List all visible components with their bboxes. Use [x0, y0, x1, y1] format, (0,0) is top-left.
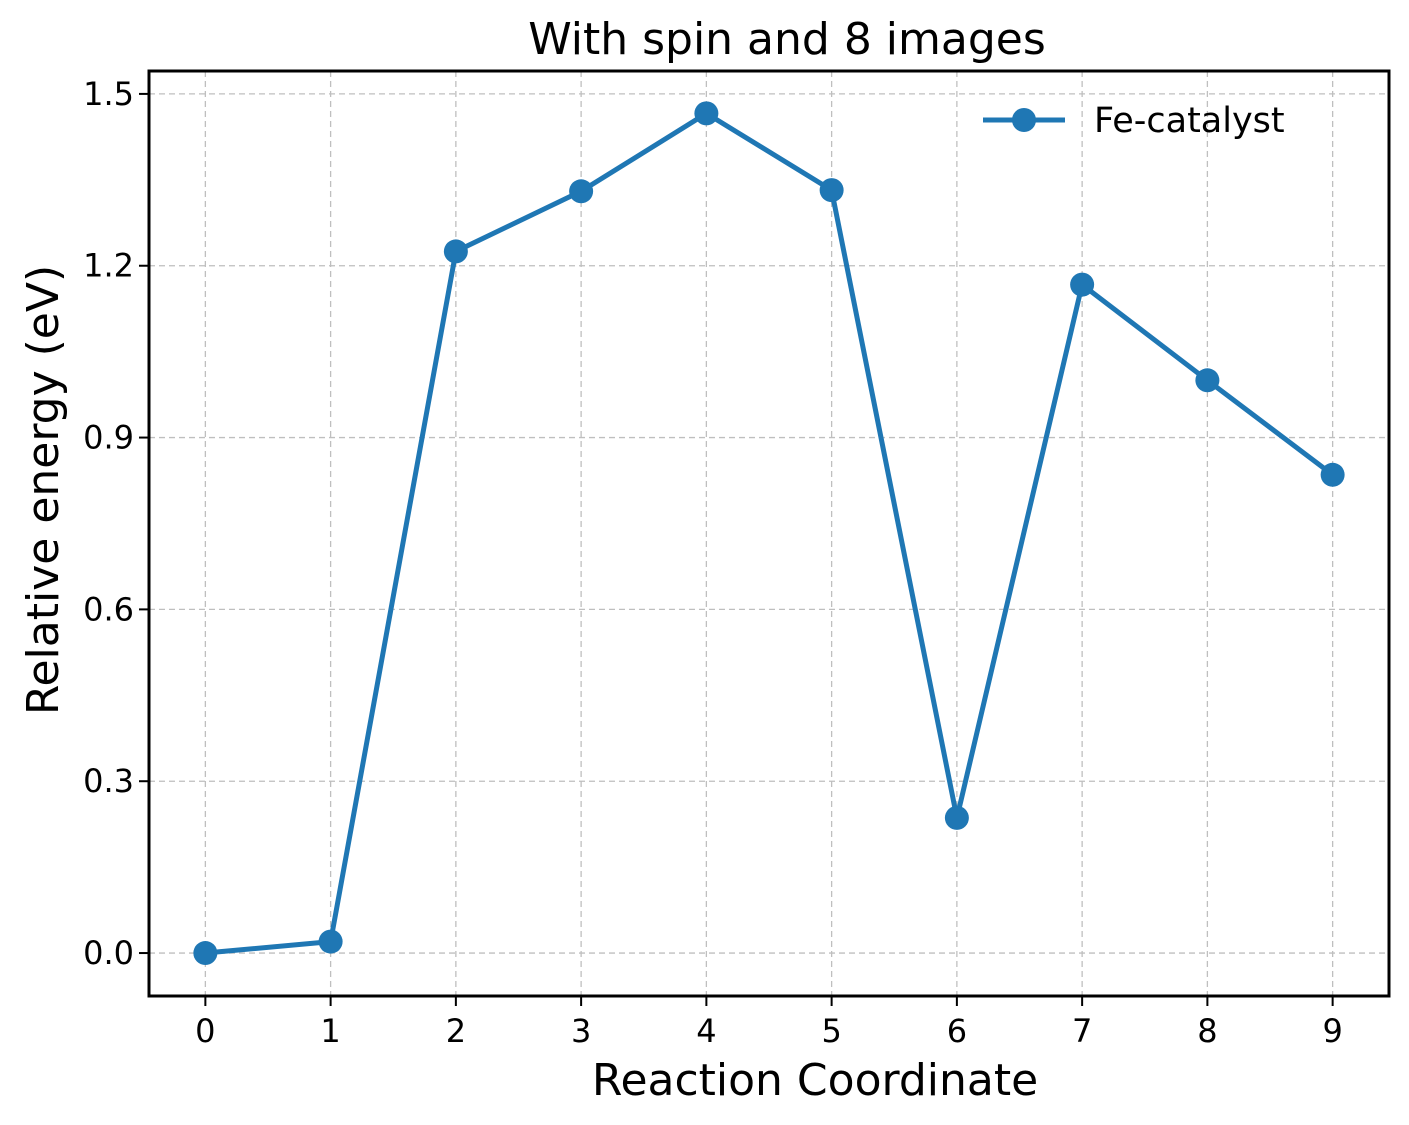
series-layer: [193, 101, 1345, 966]
legend-label-fe-catalyst: Fe-catalyst: [1094, 101, 1285, 141]
x-tick-label-4: 4: [696, 1012, 716, 1050]
data-point-6: [944, 805, 969, 830]
data-point-7: [1070, 272, 1095, 297]
grid: [149, 71, 1389, 996]
ticks: 0 1 2 3 4 5 6 7 8 9 0.0 0.3 0.6 0.9 1.2 1.5: [83, 75, 1343, 1050]
plot-frame: [147, 69, 1391, 998]
data-point-3: [569, 179, 594, 204]
x-tick-label-8: 8: [1197, 1012, 1217, 1050]
x-tick-label-6: 6: [947, 1012, 967, 1050]
x-tick-label-1: 1: [320, 1012, 340, 1050]
x-tick-label-3: 3: [571, 1012, 591, 1050]
y-tick-label-0.3: 0.3: [83, 762, 134, 800]
y-tick-label-0.9: 0.9: [83, 419, 134, 457]
x-axis-label: Reaction Coordinate: [592, 1055, 1038, 1106]
series-line-0: [202, 110, 1336, 956]
data-point-1: [318, 929, 343, 954]
x-tick-label-2: 2: [446, 1012, 466, 1050]
x-tick-label-9: 9: [1322, 1012, 1342, 1050]
legend-marker-fe-catalyst: [1012, 108, 1036, 132]
data-point-8: [1195, 368, 1220, 393]
data-point-5: [819, 178, 844, 203]
x-tick-label-0: 0: [195, 1012, 215, 1050]
y-tick-label-1.5: 1.5: [83, 75, 134, 113]
data-point-4: [694, 101, 719, 126]
y-axis-label: Relative energy (eV): [18, 265, 69, 715]
y-tick-label-0.6: 0.6: [83, 590, 134, 628]
data-point-0: [193, 941, 218, 966]
legend: Fe-catalyst: [983, 101, 1285, 141]
x-tick-label-7: 7: [1072, 1012, 1092, 1050]
data-point-9: [1320, 462, 1345, 487]
x-tick-label-5: 5: [821, 1012, 841, 1050]
y-tick-label-1.2: 1.2: [83, 247, 134, 285]
y-tick-label-0.0: 0.0: [83, 934, 134, 972]
chart-title: With spin and 8 images: [528, 14, 1046, 65]
data-point-2: [443, 239, 468, 264]
